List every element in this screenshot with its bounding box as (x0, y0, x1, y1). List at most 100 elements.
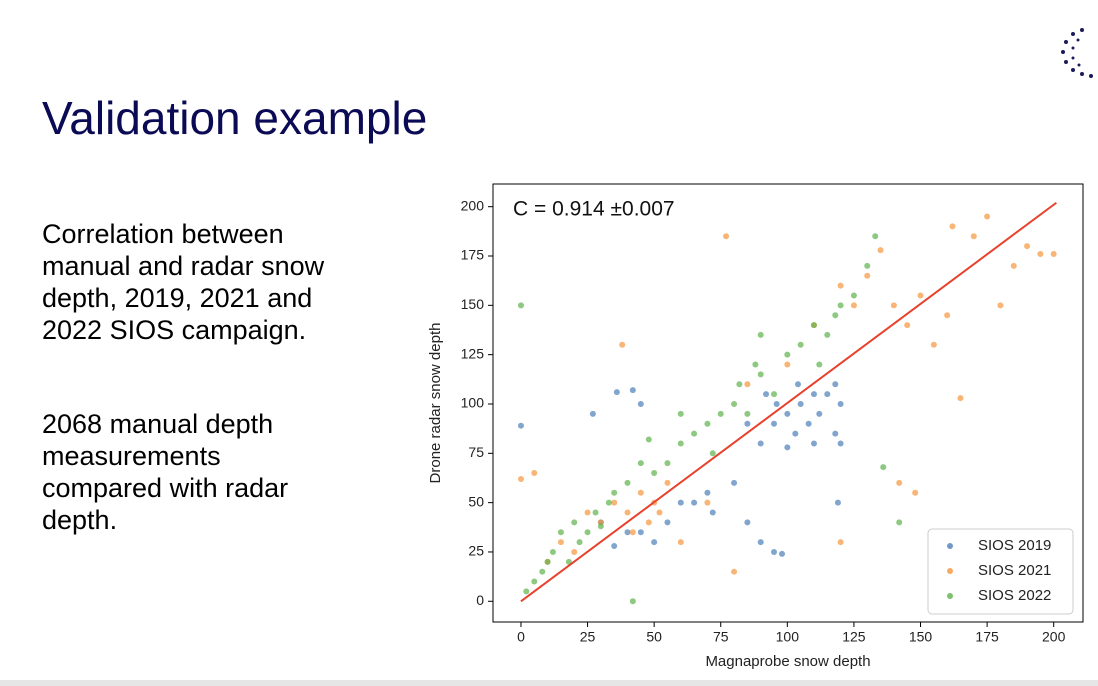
x-tick-label: 200 (1042, 629, 1066, 645)
point (704, 489, 711, 496)
point (691, 499, 698, 506)
x-tick-label: 50 (646, 629, 662, 645)
y-tick-label: 125 (461, 345, 485, 361)
point (877, 247, 884, 254)
point (890, 302, 897, 309)
point (834, 499, 841, 506)
point (1050, 251, 1057, 258)
point (624, 529, 631, 536)
logo-dot (1071, 32, 1075, 36)
point (691, 430, 698, 437)
point (637, 529, 644, 536)
point (917, 292, 924, 299)
logo-dot (1061, 50, 1065, 54)
point (531, 578, 538, 585)
point (539, 568, 546, 575)
point (571, 519, 578, 526)
point (629, 598, 636, 605)
y-axis-label: Drone radar snow depth (427, 323, 444, 484)
point (571, 548, 578, 555)
legend-label: SIOS 2021 (978, 562, 1051, 579)
point (589, 410, 596, 417)
point (912, 489, 919, 496)
point (651, 539, 658, 546)
point (637, 460, 644, 467)
point (557, 539, 564, 546)
y-tick-label: 100 (461, 395, 485, 411)
point (797, 400, 804, 407)
point (773, 400, 780, 407)
point (757, 539, 764, 546)
point (784, 444, 791, 451)
point (656, 509, 663, 516)
logo-dot (1064, 60, 1068, 64)
point (784, 410, 791, 417)
point (651, 470, 658, 477)
point (949, 223, 956, 230)
annotation: C = 0.914 ±0.007 (513, 198, 675, 221)
point (930, 341, 937, 348)
point (736, 381, 743, 388)
x-tick-label: 0 (517, 629, 525, 645)
point (837, 282, 844, 289)
point (896, 479, 903, 486)
point (664, 479, 671, 486)
y-tick-label: 75 (468, 444, 484, 460)
point (619, 341, 626, 348)
point (723, 233, 730, 240)
point (576, 539, 583, 546)
point (597, 523, 604, 530)
y-tick-label: 0 (476, 592, 484, 608)
fit-line (520, 201, 1057, 603)
point (872, 233, 879, 240)
point (837, 440, 844, 447)
logo (1061, 28, 1093, 78)
point (677, 440, 684, 447)
point (523, 588, 530, 595)
point (864, 262, 871, 269)
point (629, 529, 636, 536)
point (592, 509, 599, 516)
x-tick-label: 100 (776, 629, 800, 645)
legend-marker (947, 568, 953, 574)
point (704, 499, 711, 506)
logo-dot (1077, 63, 1081, 67)
point (744, 381, 751, 388)
point (613, 389, 620, 396)
logo-dot (1064, 40, 1068, 44)
chart: 0 25 50 75 100 125 150 175 200 0 25 50 75 100 125 150 17… (427, 183, 1084, 670)
point (864, 272, 871, 279)
point (629, 387, 636, 394)
x-tick-label: 25 (580, 629, 596, 645)
point (805, 420, 812, 427)
point (832, 430, 839, 437)
point (763, 391, 770, 398)
legend-marker (947, 593, 953, 599)
logo-dot (1071, 68, 1075, 72)
point (984, 213, 991, 220)
point (624, 479, 631, 486)
point (810, 391, 817, 398)
point (744, 519, 751, 526)
point (677, 539, 684, 546)
point (757, 331, 764, 338)
point (757, 440, 764, 447)
body-line: 2068 manual depth (42, 409, 273, 439)
legend-label: SIOS 2022 (978, 587, 1051, 604)
point (584, 509, 591, 516)
point (744, 420, 751, 427)
point (611, 543, 618, 550)
body-line: depth, 2019, 2021 and (42, 283, 312, 313)
point (850, 302, 857, 309)
body-line: Correlation between (42, 219, 284, 249)
point (832, 381, 839, 388)
point (771, 391, 778, 398)
logo-dot (1071, 56, 1075, 60)
point (557, 529, 564, 536)
point (637, 489, 644, 496)
point (810, 440, 817, 447)
body-line: measurements (42, 441, 221, 471)
point (517, 302, 524, 309)
point (957, 395, 964, 402)
